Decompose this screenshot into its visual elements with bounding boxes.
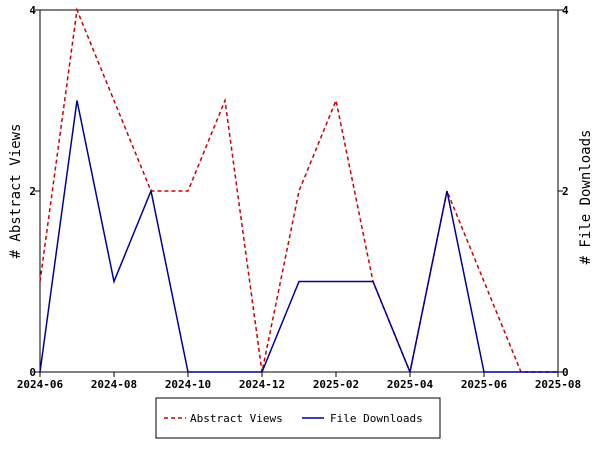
series-line-abstract-views xyxy=(39,7,558,375)
series-layer xyxy=(39,7,558,375)
x-tick-label: 2024-10 xyxy=(165,378,211,391)
y-tick-label-right: 2 xyxy=(562,185,569,198)
y-tick-label-right: 0 xyxy=(562,366,569,379)
x-tick-label: 2025-02 xyxy=(313,378,359,391)
legend: Abstract Views File Downloads xyxy=(155,397,441,439)
x-tick-label: 2025-04 xyxy=(387,378,434,391)
x-tick-label: 2025-08 xyxy=(535,378,581,391)
plot-frame xyxy=(39,9,559,373)
y-axis-right-title: # File Downloads xyxy=(578,130,594,265)
y-tick-label-right: 4 xyxy=(562,4,569,17)
y-tick-label-left: 0 xyxy=(29,366,36,379)
series-line-file-downloads xyxy=(39,100,558,375)
legend-label-abstract-views: Abstract Views xyxy=(190,412,283,425)
x-tick-label: 2024-12 xyxy=(239,378,285,391)
y-tick-label-left: 4 xyxy=(29,4,36,17)
y-axis-left-title: # Abstract Views xyxy=(8,124,24,259)
y-tick-label-left: 2 xyxy=(29,185,36,198)
legend-label-file-downloads: File Downloads xyxy=(330,412,423,425)
x-axis: 2024-06 2024-08 2024-10 2024-12 2025-02 2025-… xyxy=(17,372,581,391)
x-tick-label: 2024-06 xyxy=(17,378,64,391)
legend-box xyxy=(155,397,441,439)
y-axis: 0 0 2 2 4 4 xyxy=(29,4,569,379)
x-tick-label: 2024-08 xyxy=(91,378,137,391)
x-tick-label: 2025-06 xyxy=(461,378,508,391)
